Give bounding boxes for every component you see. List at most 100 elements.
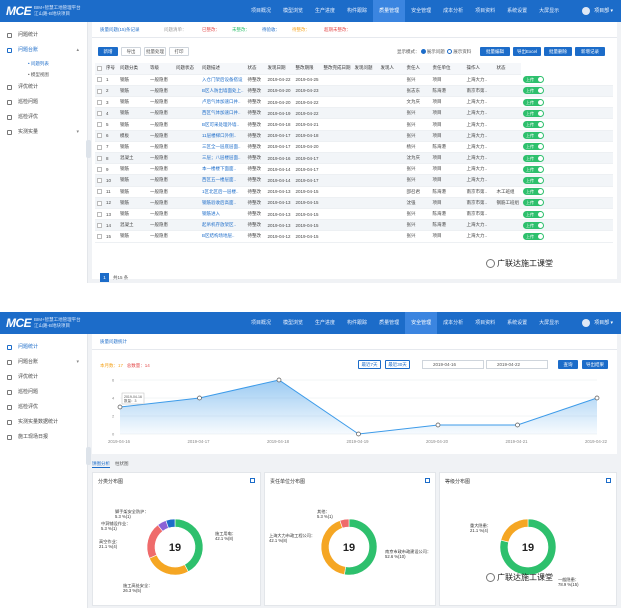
date-from-input[interactable]: 2019-04-16 — [422, 360, 484, 369]
table-row[interactable]: 5 钢筋 一般隐患 B区可采处理外墙.. 待整改 2019-04-18 2019-04-21… — [95, 118, 613, 131]
menu-icon[interactable] — [606, 478, 611, 483]
table-row[interactable]: 14 混凝土 一般隐患 起吊机存放架区.. 待整改 2019-04-13 2019-04-1… — [95, 219, 613, 232]
status-toggle[interactable]: 上传 — [523, 76, 545, 84]
status-toggle[interactable]: 上传 — [523, 165, 545, 173]
data-point[interactable] — [435, 422, 441, 428]
nav-item[interactable]: 生产进度 — [315, 8, 336, 14]
radio-doc[interactable] — [447, 49, 453, 55]
nav-item[interactable]: 安全管理 — [411, 8, 432, 14]
status-toggle[interactable]: 上传 — [523, 143, 545, 151]
row-checkbox[interactable] — [97, 189, 102, 195]
status-toggle[interactable]: 上传 — [523, 98, 545, 106]
sidebar-item-measure[interactable]: 实测实量数据统计 — [0, 415, 87, 430]
column-header[interactable] — [95, 63, 104, 75]
column-header[interactable]: 操作人 — [464, 63, 495, 75]
tab-all[interactable]: 质量问题(15)条记录 — [100, 27, 140, 32]
nav-item[interactable]: 生产进度 — [315, 320, 336, 326]
data-point[interactable] — [197, 395, 202, 401]
nav-item[interactable]: 构件跟踪 — [347, 320, 368, 326]
status-toggle[interactable]: 上传 — [523, 132, 545, 140]
sidebar-item-award[interactable]: 评优统计 — [0, 80, 87, 95]
row-checkbox[interactable] — [97, 178, 102, 184]
nav-item[interactable]: 项目概况 — [251, 320, 272, 326]
nav-item[interactable]: 质量管理 — [379, 320, 400, 326]
status-toggle[interactable]: 上传 — [523, 87, 545, 95]
table-cell[interactable]: 西区气体加速口并.. — [200, 107, 246, 120]
data-point[interactable] — [515, 422, 520, 428]
row-checkbox[interactable] — [97, 155, 102, 161]
status-toggle[interactable]: 上传 — [523, 210, 545, 218]
status-toggle[interactable]: 上传 — [523, 232, 545, 240]
table-row[interactable]: 3 钢筋 一般隐患 卢后气体加速口并.. 待整改 2019-04-20 2019-04-22… — [95, 96, 613, 109]
menu-icon[interactable] — [425, 478, 430, 483]
radio-issue[interactable] — [420, 49, 426, 55]
sidebar-item-patrol-award[interactable]: 巡检评优 — [0, 110, 87, 125]
date-to-input[interactable]: 2019-04-22 — [486, 360, 548, 369]
table-cell[interactable]: B区可采处理外墙.. — [200, 118, 246, 131]
table-row[interactable]: 13 钢筋 一般隐患 钢筋进入 待整改 2019-04-13 2019-04-15 张兴 陈海港… — [95, 208, 613, 221]
column-header[interactable]: 整改期限 — [293, 63, 322, 75]
column-header[interactable]: 问题描述 — [200, 63, 246, 75]
search-button[interactable]: 查询 — [558, 360, 578, 369]
tab-unfixed[interactable]: 未整改： — [232, 27, 250, 32]
table-cell[interactable]: 本一楼楼下面面.. — [200, 163, 246, 176]
row-checkbox[interactable] — [97, 99, 102, 105]
column-header[interactable]: 状态 — [245, 63, 266, 75]
sidebar-item-measure[interactable]: 实测实量 ▾ — [0, 125, 87, 140]
sidebar-item-daily[interactable]: 施工现场日报 — [0, 430, 87, 445]
column-header[interactable]: 发现人 — [378, 63, 405, 75]
nav-item[interactable]: 大屏显示 — [539, 8, 560, 14]
select-all-checkbox[interactable] — [97, 66, 102, 71]
column-header[interactable]: 等级 — [148, 63, 174, 75]
data-point[interactable] — [594, 395, 600, 401]
status-toggle[interactable]: 上传 — [523, 176, 545, 184]
nav-item[interactable]: 构件跟踪 — [347, 8, 368, 14]
nav-item[interactable]: 模型浏览 — [283, 8, 304, 14]
batch-delete-button[interactable]: 批量删除 — [544, 47, 572, 56]
pie-slice[interactable] — [148, 554, 189, 576]
status-toggle[interactable]: 上传 — [523, 109, 545, 117]
sidebar-collapse-handle[interactable] — [86, 447, 91, 465]
column-header[interactable]: 责任单位 — [430, 63, 465, 75]
tab-accept[interactable]: 待验收： — [262, 27, 280, 32]
nav-item[interactable]: 系统设置 — [507, 8, 528, 14]
column-header[interactable]: 问题分类 — [118, 63, 148, 75]
row-checkbox[interactable] — [97, 77, 102, 83]
table-row[interactable]: 15 钢筋 一般隐患 B区结构场地层.. 待整改 2019-04-12 2019-04-15… — [95, 230, 613, 243]
row-checkbox[interactable] — [97, 211, 102, 217]
table-cell[interactable]: 卢后气体加速口并.. — [200, 96, 246, 109]
table-cell[interactable]: 三层；八层楼层面.. — [200, 152, 246, 165]
tab-list[interactable]: 问题清单： — [164, 27, 187, 32]
nav-item[interactable]: 项目概况 — [251, 8, 272, 14]
table-cell[interactable]: 1区北区后一层楼.. — [200, 186, 246, 198]
table-cell[interactable]: 西区五一楼层面.. — [200, 174, 246, 187]
sidebar-collapse-handle[interactable] — [86, 140, 91, 158]
tab-pending[interactable]: 待整改： — [292, 27, 310, 32]
sidebar-item-ledger[interactable]: 问题台账 ▾ — [0, 355, 87, 370]
nav-item[interactable]: 安全管理 — [405, 312, 438, 334]
batch-edit-button[interactable]: 批量编辑 — [480, 47, 510, 56]
nav-item[interactable]: 项目资料 — [475, 320, 496, 326]
table-cell[interactable]: B区人防出墙面处上.. — [200, 85, 246, 98]
table-row[interactable]: 8 混凝土 一般隐患 三层；八层楼层面.. 待整改 2019-04-16 2019-04-1… — [95, 152, 613, 165]
status-toggle[interactable]: 上传 — [523, 199, 545, 207]
table-row[interactable]: 12 钢筋 一般隐患 钢筋验收后高面.. 待整改 2019-04-13 2019-04-15… — [95, 197, 613, 209]
table-cell[interactable]: 三区全一层底层面.. — [200, 141, 246, 154]
sidebar-item-patrol-award[interactable]: 巡检评优 — [0, 400, 87, 415]
data-point[interactable] — [356, 431, 361, 437]
data-point[interactable] — [117, 404, 123, 410]
nav-item[interactable]: 成本分析 — [443, 8, 464, 14]
pie-slice[interactable] — [499, 518, 557, 576]
table-cell[interactable]: 钢筋进入 — [200, 208, 246, 221]
table-row[interactable]: 1 钢筋 一般隐患 入仓门架后设备搭设 待整改 2019-04-22 2019-04-25 张… — [95, 74, 613, 86]
export-button[interactable]: 导出 — [121, 47, 141, 56]
row-checkbox[interactable] — [97, 144, 102, 150]
table-cell[interactable]: 入仓门架后设备搭设 — [200, 74, 246, 86]
sidebar-item-patrol[interactable]: 巡检问题 — [0, 95, 87, 110]
pie-slice[interactable] — [165, 518, 176, 529]
nav-item[interactable]: 质量管理 — [373, 0, 406, 22]
status-toggle[interactable]: 上传 — [523, 221, 545, 229]
table-cell[interactable]: B区结构场地层.. — [200, 230, 246, 243]
sidebar-item-patrol[interactable]: 巡检问题 — [0, 385, 87, 400]
column-header[interactable]: 问题状态 — [174, 63, 200, 75]
